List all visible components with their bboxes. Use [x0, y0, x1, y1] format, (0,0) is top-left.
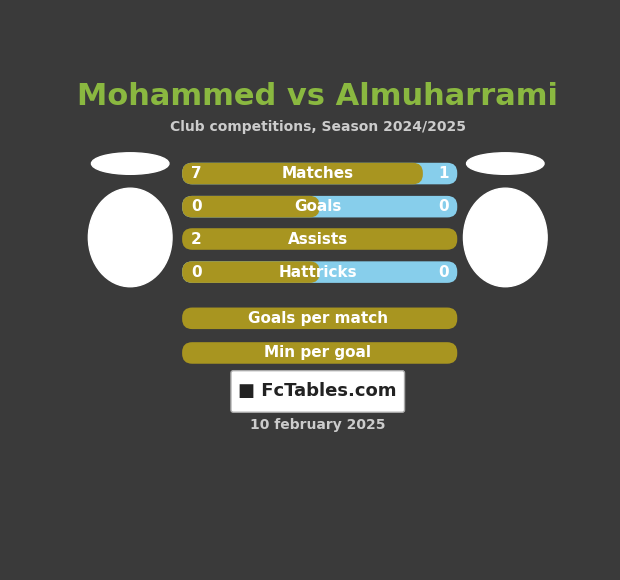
FancyBboxPatch shape — [182, 196, 320, 218]
Text: 0: 0 — [438, 264, 449, 280]
Text: Club competitions, Season 2024/2025: Club competitions, Season 2024/2025 — [170, 121, 466, 135]
FancyBboxPatch shape — [182, 228, 458, 250]
FancyBboxPatch shape — [182, 262, 320, 283]
Text: 0: 0 — [191, 199, 202, 214]
FancyBboxPatch shape — [182, 342, 458, 364]
Text: Hattricks: Hattricks — [278, 264, 357, 280]
Ellipse shape — [92, 153, 169, 175]
FancyBboxPatch shape — [182, 196, 458, 218]
Text: 0: 0 — [191, 264, 202, 280]
Text: 1: 1 — [438, 166, 448, 181]
Text: ■ FcTables.com: ■ FcTables.com — [239, 382, 397, 400]
Text: Mohammed vs Almuharrami: Mohammed vs Almuharrami — [78, 82, 558, 111]
Text: 7: 7 — [191, 166, 202, 181]
FancyBboxPatch shape — [182, 163, 423, 184]
Text: Goals per match: Goals per match — [247, 311, 388, 326]
Text: 2: 2 — [191, 231, 202, 246]
FancyBboxPatch shape — [182, 307, 458, 329]
Ellipse shape — [463, 188, 547, 287]
Text: 10 february 2025: 10 february 2025 — [250, 418, 386, 432]
Text: 0: 0 — [438, 199, 449, 214]
Ellipse shape — [88, 188, 172, 287]
Text: Goals: Goals — [294, 199, 342, 214]
FancyBboxPatch shape — [231, 371, 404, 412]
Text: Assists: Assists — [288, 231, 348, 246]
Text: Min per goal: Min per goal — [264, 346, 371, 360]
Text: Matches: Matches — [281, 166, 354, 181]
FancyBboxPatch shape — [182, 262, 458, 283]
FancyBboxPatch shape — [182, 163, 458, 184]
Ellipse shape — [467, 153, 544, 175]
